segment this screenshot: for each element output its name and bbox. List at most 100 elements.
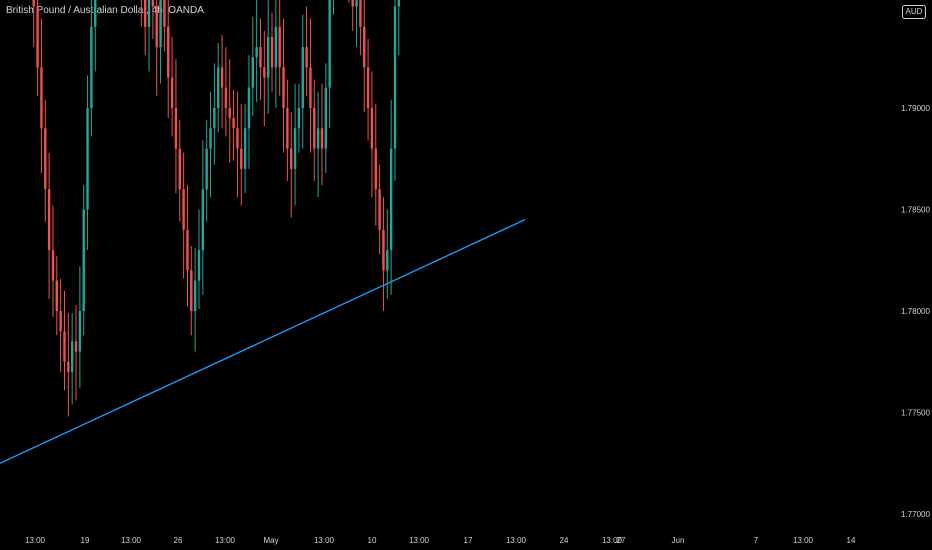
candle-body	[274, 26, 278, 68]
x-tick-label: 26	[174, 536, 183, 545]
candle-body	[217, 67, 220, 108]
candle-body	[316, 128, 320, 149]
candle-body	[363, 26, 366, 68]
x-tick-label: 10	[368, 536, 377, 545]
candle-body	[74, 341, 78, 352]
candle-body	[190, 270, 193, 311]
candle-body	[305, 47, 308, 68]
chart-title: British Pound / Australian Dollar, 4h, O…	[6, 5, 204, 16]
candle-body	[197, 250, 201, 281]
candle-body	[236, 128, 239, 149]
candle-body	[167, 26, 170, 78]
candle-body	[182, 189, 185, 230]
candle-body	[205, 148, 208, 190]
blue-trend-line[interactable]	[0, 219, 526, 464]
x-tick-label: 13:00	[409, 536, 430, 545]
candle-body	[259, 47, 262, 68]
candle-body	[159, 0, 162, 48]
currency-badge[interactable]: AUD	[902, 5, 926, 19]
y-tick-label: 1.79000	[901, 104, 930, 113]
candle-body	[94, 0, 97, 27]
candle-body	[290, 148, 293, 169]
candle-body	[51, 250, 55, 281]
candle-body	[359, 0, 362, 27]
x-tick-label: 17	[464, 536, 473, 545]
x-tick-label: 13:00	[25, 536, 46, 545]
candle-body	[170, 77, 174, 108]
candle-body	[40, 67, 43, 129]
candle-body	[63, 331, 66, 362]
y-tick-label: 1.78500	[901, 206, 930, 215]
candle-body	[82, 209, 85, 311]
candle-body	[78, 311, 82, 352]
x-tick-label: 7	[754, 536, 759, 545]
x-tick-label: 19	[81, 536, 90, 545]
candle-body	[47, 189, 51, 251]
x-tick-label: 13:00	[506, 536, 527, 545]
candle-body	[224, 87, 228, 108]
candle-body	[70, 341, 74, 372]
candle-body	[309, 67, 312, 108]
candle-body	[143, 0, 147, 27]
candle-body	[201, 189, 205, 251]
candle-body	[232, 118, 235, 129]
candle-body	[220, 67, 224, 88]
candle-body	[324, 87, 328, 149]
candle-body	[255, 47, 258, 58]
x-tick-label: 13:00	[793, 536, 814, 545]
candle-body	[186, 229, 189, 271]
candle-body	[59, 311, 62, 332]
candle-body	[228, 108, 231, 119]
candle-body	[174, 108, 178, 149]
candle-body	[382, 229, 385, 271]
x-tick-label: 13:00	[602, 536, 623, 545]
candle-body	[366, 67, 370, 108]
x-tick-label: 14	[847, 536, 856, 545]
candle-body	[393, 6, 397, 149]
x-tick-label: 13:00	[215, 536, 236, 545]
candle-body	[86, 108, 89, 210]
candle-body	[209, 128, 212, 149]
candle-body	[328, 0, 331, 88]
candle-body	[370, 108, 374, 149]
candle-body	[374, 148, 377, 190]
candle-body	[36, 6, 39, 68]
y-tick-label: 1.77000	[901, 510, 930, 519]
candle-body	[44, 128, 47, 190]
candle-body	[386, 250, 389, 271]
x-tick-label: 13:00	[314, 536, 335, 545]
candle-body	[251, 57, 254, 88]
candle-body	[163, 0, 166, 27]
candle-body	[266, 36, 270, 78]
candle-body	[151, 0, 155, 7]
candle-body	[320, 128, 324, 149]
candle-body	[355, 0, 358, 7]
candle-body	[282, 67, 285, 108]
candle-body	[286, 108, 289, 149]
candle-body	[243, 128, 247, 169]
candle-body	[213, 108, 216, 129]
candle-body	[278, 26, 281, 68]
candle-body	[155, 6, 158, 48]
candle-body	[301, 47, 304, 108]
candle-body	[240, 148, 243, 169]
candle-body	[247, 87, 251, 129]
candle-body	[378, 189, 381, 230]
candle-body	[32, 0, 35, 7]
candle-body	[293, 128, 297, 169]
candle-body	[270, 36, 274, 68]
candle-body	[193, 280, 197, 311]
y-tick-label: 1.78000	[901, 307, 930, 316]
candle-body	[147, 0, 151, 27]
x-tick-label: 24	[560, 536, 569, 545]
candle-body	[55, 280, 59, 311]
candle-body	[178, 148, 181, 190]
candle-body	[351, 0, 354, 7]
x-tick-label: 13:00	[121, 536, 142, 545]
x-tick-label: 27	[617, 536, 626, 545]
x-tick-label: Jun	[672, 536, 685, 545]
candle-body	[263, 67, 266, 78]
candle-body	[297, 108, 301, 129]
candle-body	[313, 108, 316, 149]
